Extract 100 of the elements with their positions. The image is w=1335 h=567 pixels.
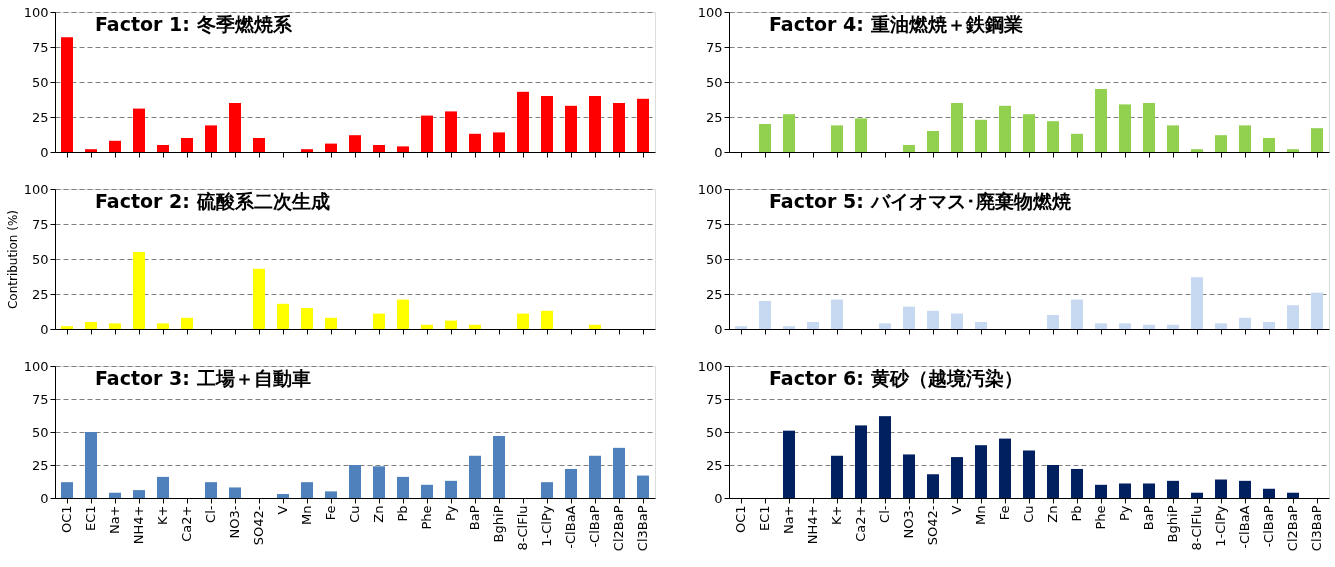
bar: [1191, 492, 1203, 498]
y-tick-label: 25: [31, 109, 49, 125]
x-tick-label: EC1: [83, 505, 98, 532]
bar: [253, 138, 265, 152]
x-tick-label: Zn: [1045, 505, 1060, 523]
x-tick-label: BghiP: [491, 505, 506, 543]
x-tick-label: K+: [155, 505, 170, 525]
bar: [349, 465, 361, 498]
bar: [831, 299, 843, 329]
bar: [879, 416, 891, 498]
y-tick-label: 0: [714, 144, 723, 160]
bar: [253, 268, 265, 329]
bar: [975, 322, 987, 329]
bar: [421, 115, 433, 152]
chart-title: Factor 2: 硫酸系二次生成: [95, 190, 330, 212]
y-tick-label: 25: [31, 286, 49, 302]
bar: [469, 324, 481, 329]
x-tick-label: Cl3BaP: [635, 505, 650, 552]
bar: [1287, 149, 1299, 152]
bar: [541, 310, 553, 329]
bar: [1047, 465, 1059, 498]
bar: [517, 91, 529, 152]
y-tick-label: 100: [23, 181, 49, 197]
bar: [783, 430, 795, 498]
bar: [1023, 114, 1035, 152]
x-tick-label: K+: [829, 505, 844, 525]
x-tick-label: -ClBaP: [587, 505, 602, 548]
y-tick-label: 100: [23, 358, 49, 374]
x-tick-label: Cu: [1021, 505, 1036, 523]
x-tick-label: Ca2+: [853, 505, 868, 542]
bar: [229, 103, 241, 152]
bar: [1071, 133, 1083, 152]
bar: [589, 455, 601, 498]
bar: [951, 313, 963, 329]
bar: [1095, 323, 1107, 329]
bar: [109, 140, 121, 152]
y-tick-label: 0: [40, 490, 49, 506]
x-tick-label: NO3-: [227, 505, 242, 539]
bar: [397, 146, 409, 152]
x-tick-label: Phe: [419, 505, 434, 530]
bar: [301, 482, 313, 498]
bar: [1143, 103, 1155, 152]
bar: [445, 111, 457, 152]
bar: [1071, 299, 1083, 329]
x-tick-label: -ClBaA: [563, 505, 578, 549]
x-tick-label: Fe: [323, 505, 338, 521]
bar: [1239, 317, 1251, 329]
x-tick-label: Mn: [299, 505, 314, 525]
bar: [373, 313, 385, 329]
chart-title: Factor 6: 黄砂（越境汚染）: [769, 367, 1023, 389]
bar: [855, 425, 867, 498]
y-tick-label: 100: [697, 181, 723, 197]
x-tick-label: Cl2BaP: [1285, 505, 1300, 552]
bar: [831, 125, 843, 152]
bar: [1119, 323, 1131, 329]
bar: [277, 303, 289, 329]
x-tick-label: -ClBaA: [1237, 505, 1252, 549]
y-axis-title: Contribution (%): [5, 209, 20, 310]
bar: [109, 492, 121, 498]
bar: [205, 482, 217, 498]
bar: [951, 103, 963, 152]
y-tick-label: 25: [705, 457, 723, 473]
bar: [349, 135, 361, 152]
bar: [1263, 322, 1275, 329]
x-tick-label: Cu: [347, 505, 362, 523]
x-tick-label: Na+: [781, 505, 796, 535]
x-tick-label: Cl-: [877, 505, 892, 523]
x-tick-label: Py: [1117, 505, 1132, 522]
x-tick-label: 8-ClFlu: [515, 505, 530, 551]
bar: [1263, 138, 1275, 152]
bar: [927, 310, 939, 329]
y-tick-label: 100: [23, 4, 49, 20]
bar: [1287, 305, 1299, 329]
bar: [301, 308, 313, 329]
bar: [1095, 484, 1107, 498]
bar: [831, 455, 843, 498]
bar: [783, 114, 795, 152]
bar: [999, 105, 1011, 152]
bar: [613, 103, 625, 152]
bar: [1071, 468, 1083, 498]
bar: [325, 317, 337, 329]
bar: [469, 133, 481, 152]
x-tick-label: SO42-: [925, 505, 940, 546]
y-tick-label: 50: [705, 74, 723, 90]
bar: [637, 475, 649, 498]
x-tick-label: EC1: [757, 505, 772, 532]
x-tick-label: SO42-: [251, 505, 266, 546]
bar: [759, 301, 771, 329]
bar: [951, 457, 963, 498]
bar: [445, 320, 457, 329]
bar: [421, 324, 433, 329]
y-tick-label: 75: [31, 216, 49, 232]
x-tick-label: V: [275, 505, 290, 515]
bar: [1047, 315, 1059, 329]
chart-title: Factor 4: 重油燃焼＋鉄鋼業: [769, 13, 1023, 35]
x-tick-label: NO3-: [901, 505, 916, 539]
y-tick-label: 50: [705, 251, 723, 267]
bar: [373, 466, 385, 498]
bar: [1239, 480, 1251, 498]
x-tick-label: NH4+: [805, 505, 820, 545]
